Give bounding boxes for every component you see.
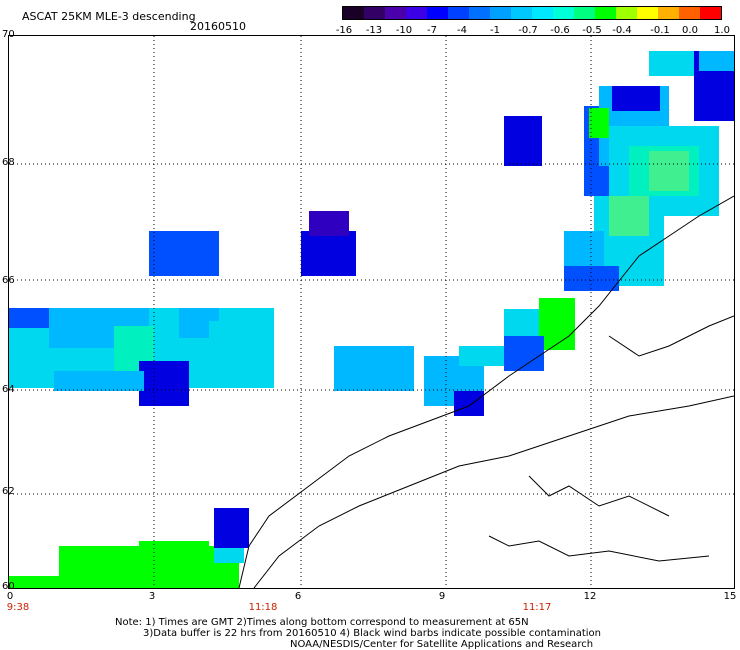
color-swatch-9 <box>532 7 553 19</box>
wind-cell <box>612 86 660 111</box>
wind-cell <box>649 151 689 191</box>
footnote-line-2: 3)Data buffer is 22 hrs from 20160510 4)… <box>143 628 601 639</box>
color-swatch-3 <box>406 7 427 19</box>
wind-cell <box>54 371 144 391</box>
wind-cell <box>504 116 542 166</box>
colorbar-tick-label: 1.0 <box>714 25 730 36</box>
wind-cell <box>9 308 54 328</box>
wind-cell <box>564 266 619 291</box>
lon-label-9: 9 <box>438 591 446 602</box>
lat-label-60: 60 <box>2 581 15 592</box>
color-swatch-6 <box>469 7 490 19</box>
colorbar-tick-label: -1 <box>490 25 500 36</box>
lat-label-62: 62 <box>2 486 15 497</box>
map-plot-area <box>8 35 735 589</box>
colorbar-tick-label: -16 <box>335 25 353 36</box>
border-line <box>253 395 735 589</box>
color-swatch-12 <box>595 7 616 19</box>
wind-cell <box>139 541 209 571</box>
color-swatch-8 <box>511 7 532 19</box>
color-swatch-5 <box>448 7 469 19</box>
color-scale-ticks: -16 -13 -10 -7 -4 -1 -0.7 -0.6 -0.5 -0.4 -0.1 0.0 1.… <box>330 25 740 39</box>
wind-cell <box>649 51 694 76</box>
colorbar-tick-label: -0.5 <box>582 25 602 36</box>
map-date: 20160510 <box>190 20 246 33</box>
wind-cell <box>214 548 244 563</box>
colorbar-tick-label: -0.6 <box>550 25 570 36</box>
color-swatch-7 <box>490 7 511 19</box>
wind-cell <box>334 346 414 391</box>
colorbar-tick-label: -10 <box>395 25 413 36</box>
lat-label-66: 66 <box>2 275 15 286</box>
lake-outline <box>608 315 735 357</box>
color-swatch-10 <box>553 7 574 19</box>
lat-label-64: 64 <box>2 384 15 395</box>
lon-label-0: 0 <box>6 591 14 602</box>
color-swatch-13 <box>616 7 637 19</box>
color-swatch-11 <box>574 7 595 19</box>
wind-cell <box>609 196 649 236</box>
time-label-1: 9:38 <box>6 602 30 613</box>
time-label-3: 11:17 <box>522 602 552 613</box>
colorbar-tick-label: -7 <box>427 25 437 36</box>
wind-cell <box>214 508 249 548</box>
color-swatch-16 <box>679 7 700 19</box>
lake-outline-2 <box>488 535 710 562</box>
coastline <box>238 195 735 589</box>
wind-cell <box>699 51 734 71</box>
colorbar-tick-label: -0.4 <box>612 25 632 36</box>
wind-cell <box>459 346 504 366</box>
wind-cell <box>149 231 219 276</box>
colorbar-tick-label: -13 <box>365 25 383 36</box>
wind-cell <box>589 108 609 138</box>
lat-label-70: 70 <box>2 29 15 40</box>
colorbar-tick-label: -0.7 <box>518 25 538 36</box>
lon-label-6: 6 <box>294 591 302 602</box>
lon-label-12: 12 <box>583 591 597 602</box>
footnote-line-1: Note: 1) Times are GMT 2)Times along bot… <box>115 617 529 628</box>
colorbar-tick-label: -0.1 <box>650 25 670 36</box>
lat-label-68: 68 <box>2 157 15 168</box>
color-swatch-14 <box>637 7 658 19</box>
color-swatch-17 <box>700 7 721 19</box>
map-title: ASCAT 25KM MLE-3 descending <box>22 10 196 23</box>
color-swatch-2 <box>385 7 406 19</box>
wind-cell <box>139 361 189 406</box>
footnote-credit: NOAA/NESDIS/Center for Satellite Applica… <box>290 639 594 650</box>
wind-cell <box>209 321 274 376</box>
time-label-2: 11:18 <box>248 602 278 613</box>
color-swatch-1 <box>364 7 385 19</box>
wind-cell <box>301 231 356 276</box>
color-swatch-4 <box>427 7 448 19</box>
lon-label-15: 15 <box>723 591 737 602</box>
colorbar-tick-label: 0.0 <box>682 25 698 36</box>
lon-label-3: 3 <box>148 591 156 602</box>
map-canvas <box>9 36 735 589</box>
color-scale-bar <box>342 6 722 20</box>
river-outline <box>528 475 670 517</box>
wind-cell <box>504 336 544 371</box>
wind-cell <box>309 211 349 236</box>
colorbar-tick-label: -4 <box>457 25 467 36</box>
wind-cell <box>454 391 484 416</box>
color-swatch-0 <box>343 7 364 19</box>
color-swatch-15 <box>658 7 679 19</box>
wind-cell <box>539 298 575 350</box>
